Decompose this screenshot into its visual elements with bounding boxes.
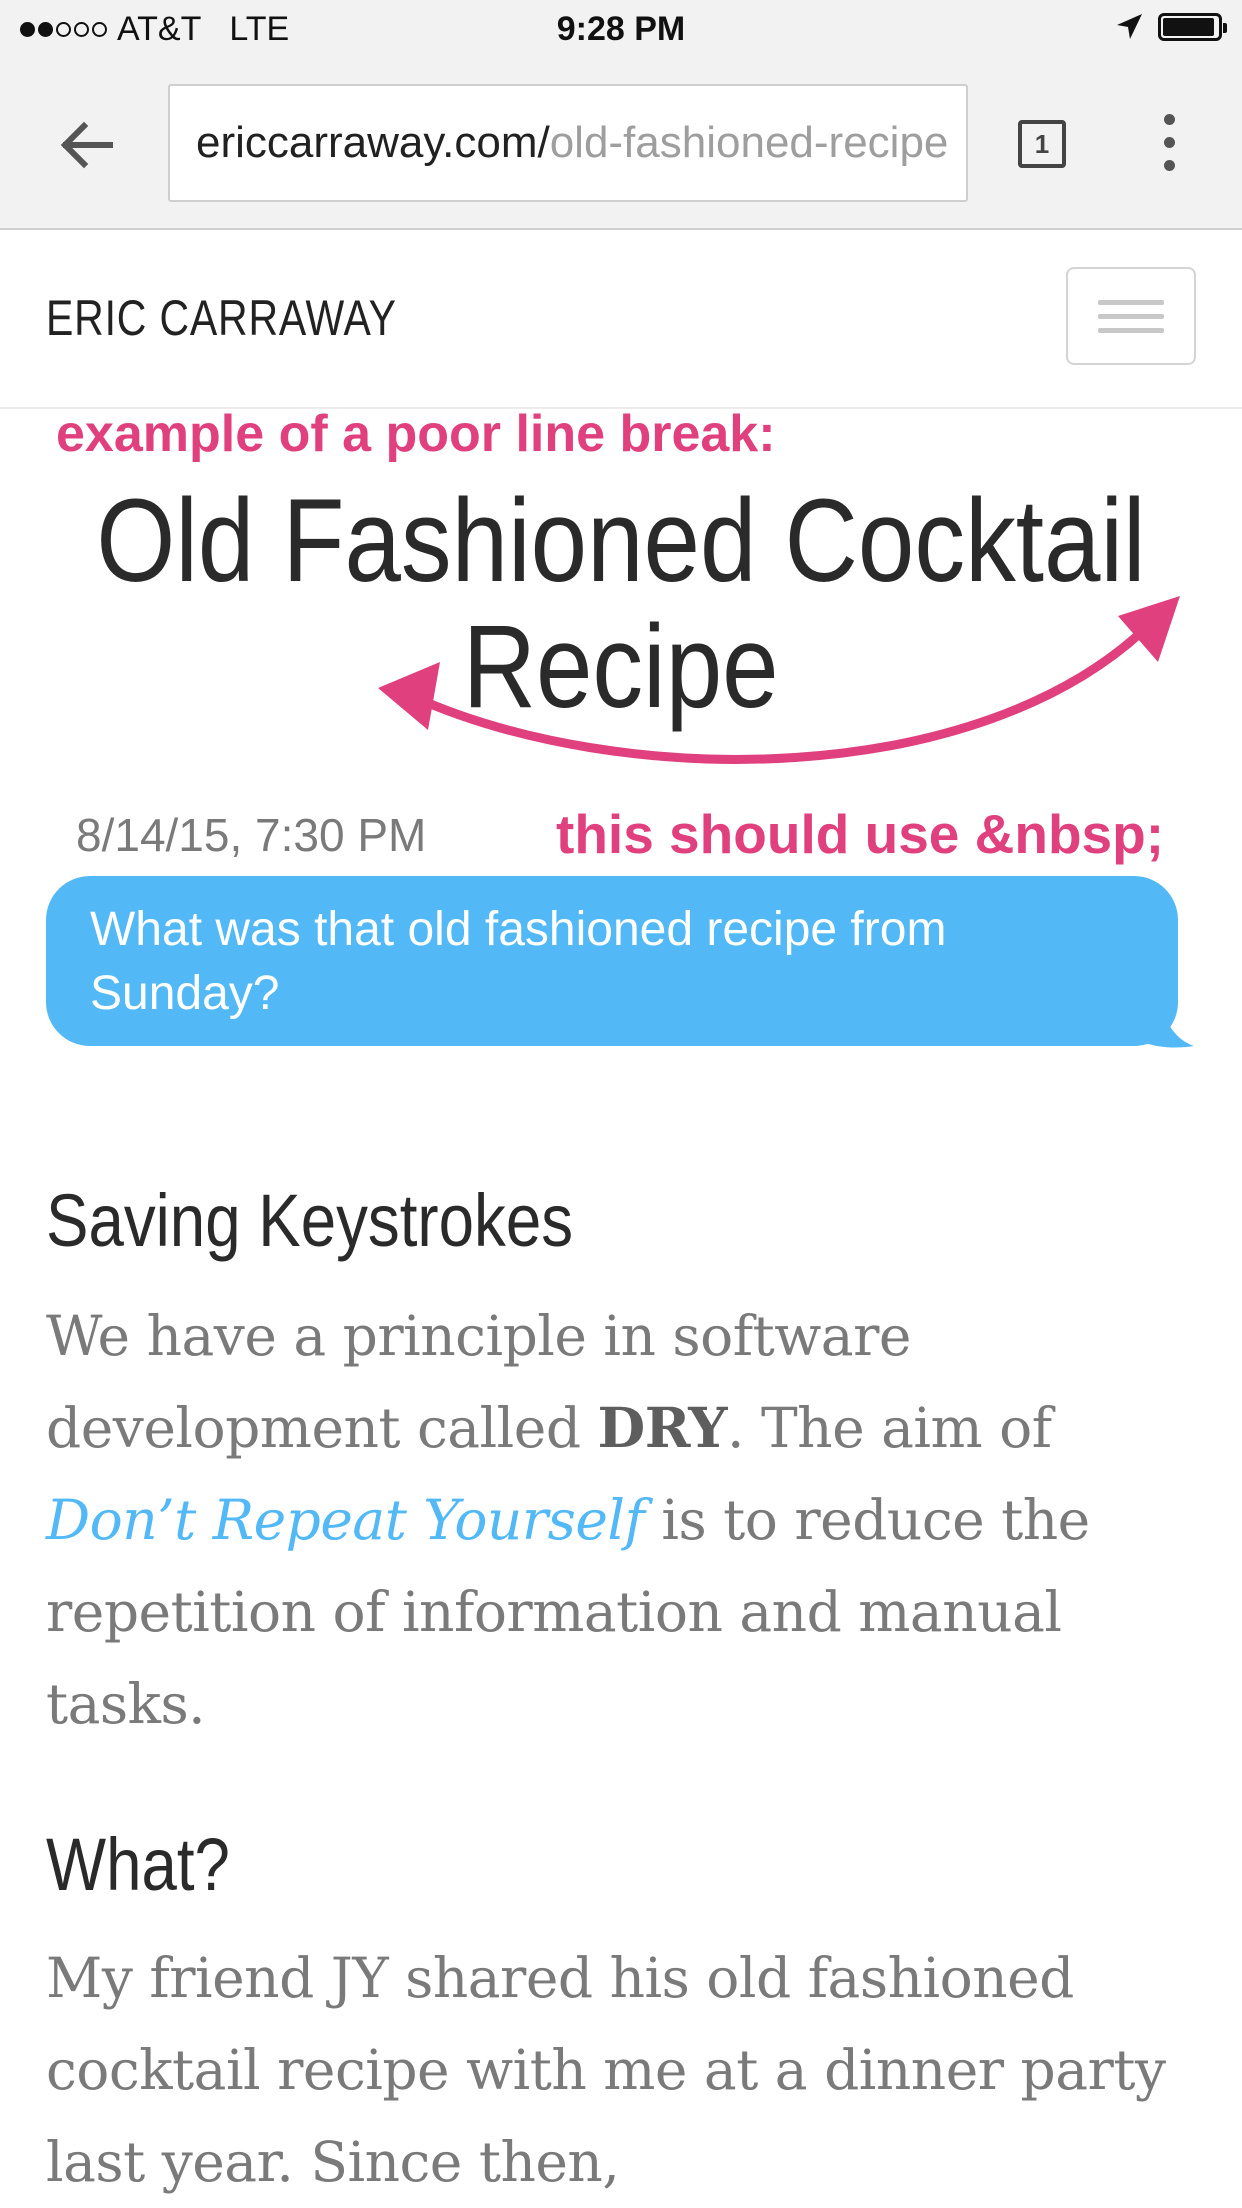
- overflow-menu-button[interactable]: [1154, 114, 1184, 176]
- section-heading-saving-keystrokes: Saving Keystrokes: [46, 1179, 574, 1262]
- title-line-1: Old Fashioned Cocktail: [96, 475, 1146, 607]
- signal-dot: [74, 22, 89, 37]
- paragraph-text: is to reduce the repetition of informati…: [46, 1488, 1090, 1736]
- browser-toolbar: ericcarraway.com/old-fashioned-recipe 1: [0, 62, 1242, 230]
- url-bar[interactable]: ericcarraway.com/old-fashioned-recipe: [168, 84, 968, 202]
- page-title: Old Fashioned Cocktail Recipe: [0, 478, 1242, 730]
- status-left: AT&T LTE: [20, 10, 289, 49]
- signal-dot: [20, 22, 35, 37]
- hamburger-line: [1098, 299, 1164, 305]
- hamburger-menu-button[interactable]: [1066, 267, 1196, 365]
- section-paragraph-saving-keystrokes: We have a principle in software developm…: [46, 1290, 1216, 1750]
- battery-icon: [1158, 13, 1227, 41]
- location-arrow-icon: [1117, 14, 1142, 39]
- back-arrow-icon: [60, 121, 113, 169]
- signal-dot: [56, 22, 71, 37]
- status-right: [1114, 12, 1227, 42]
- status-bar: AT&T LTE 9:28 PM: [0, 0, 1242, 62]
- paragraph-text: . The aim of: [727, 1396, 1052, 1460]
- carrier-name: AT&T: [117, 10, 202, 48]
- url-host: ericcarraway.com/: [196, 118, 550, 167]
- back-button[interactable]: [52, 110, 122, 180]
- message-timestamp: 8/14/15, 7:30 PM: [76, 809, 427, 861]
- tab-switcher-button[interactable]: 1: [1018, 120, 1066, 168]
- site-header: ERIC CARRAWAY: [0, 229, 1242, 409]
- section-paragraph-what: My friend JY shared his old fashioned co…: [46, 1946, 1166, 2194]
- annotation-poor-line-break: example of a poor line break:: [56, 405, 776, 463]
- paragraph-text: We have a principle in software developm…: [46, 1304, 911, 1460]
- site-brand-link[interactable]: ERIC CARRAWAY: [46, 290, 397, 346]
- hamburger-line: [1098, 313, 1164, 319]
- menu-dot-icon: [1163, 114, 1175, 125]
- menu-dot-icon: [1163, 137, 1175, 148]
- menu-dot-icon: [1163, 160, 1175, 171]
- network-type: LTE: [229, 10, 290, 48]
- section-heading-what: What?: [46, 1823, 230, 1906]
- dry-link[interactable]: Don’t Repeat Yourself: [46, 1488, 645, 1552]
- hamburger-line: [1098, 327, 1164, 333]
- battery-level: [1163, 18, 1215, 36]
- title-line-2: Recipe: [463, 601, 779, 733]
- annotation-nbsp: this should use &nbsp;: [556, 803, 1165, 865]
- status-time: 9:28 PM: [556, 10, 686, 48]
- url-path: old-fashioned-recipe: [549, 118, 949, 167]
- message-bubble: What was that old fashioned recipe from …: [46, 876, 1178, 1046]
- dry-bold-text: DRY: [597, 1395, 728, 1460]
- signal-dot: [92, 22, 107, 37]
- signal-dot: [38, 22, 53, 37]
- signal-strength-icon: [20, 22, 107, 37]
